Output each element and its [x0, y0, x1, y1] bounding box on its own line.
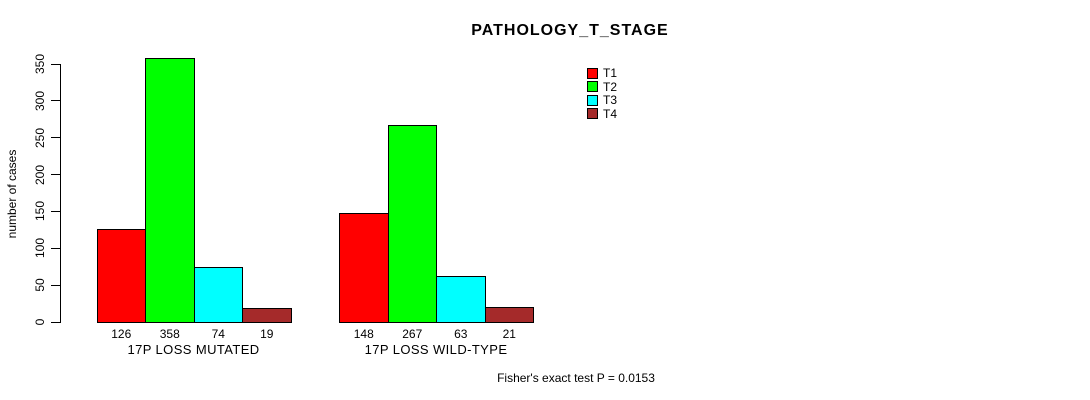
bar-value-label: 358 — [159, 327, 180, 341]
legend-item: T2 — [587, 81, 617, 93]
legend-swatch-icon — [587, 67, 598, 79]
legend: T1 T2 T3 T4 — [587, 67, 647, 123]
y-axis-label: number of cases — [5, 149, 19, 239]
bar-value-label: 267 — [402, 327, 423, 341]
legend-swatch-icon — [587, 108, 598, 119]
y-tick-label: 0 — [33, 318, 47, 326]
bar — [242, 307, 292, 323]
y-tick — [51, 63, 60, 65]
legend-label: T3 — [603, 93, 618, 107]
y-tick — [51, 174, 60, 176]
y-tick-label: 150 — [33, 201, 47, 222]
bar — [96, 229, 146, 323]
legend-label: T1 — [603, 66, 618, 80]
y-tick-label: 50 — [33, 278, 47, 292]
legend-item: T1 — [587, 67, 617, 79]
legend-swatch-icon — [587, 94, 598, 106]
legend-item: T4 — [587, 108, 617, 120]
bar — [387, 125, 437, 323]
y-tick — [51, 100, 60, 102]
bar-value-label: 19 — [260, 327, 274, 341]
chart-title: PATHOLOGY_T_STAGE — [471, 22, 669, 39]
y-tick-label: 250 — [33, 127, 47, 148]
bar — [484, 306, 534, 323]
legend-label: T2 — [603, 79, 618, 94]
fisher-test-footnote: Fisher's exact test P = 0.0153 — [497, 371, 655, 385]
bar-value-label: 21 — [502, 327, 516, 341]
bar-value-label: 63 — [454, 327, 468, 341]
bar-value-label: 148 — [353, 327, 374, 341]
y-axis-line — [60, 64, 61, 323]
y-tick-label: 350 — [33, 53, 47, 75]
y-tick — [51, 321, 60, 323]
legend-label: T4 — [603, 106, 618, 121]
bar-value-label: 126 — [111, 327, 132, 341]
bar — [436, 275, 486, 323]
bar — [339, 212, 389, 323]
y-tick-label: 100 — [33, 238, 47, 259]
y-tick — [51, 247, 60, 249]
legend-item: T3 — [587, 94, 617, 106]
y-tick-label: 200 — [33, 164, 47, 185]
legend-swatch-icon — [587, 81, 598, 92]
y-tick — [51, 210, 60, 212]
group-label: 17P LOSS WILD-TYPE — [364, 342, 508, 357]
y-tick — [51, 137, 60, 139]
bar — [193, 267, 243, 323]
y-tick — [51, 284, 60, 286]
bar-value-label: 74 — [211, 327, 225, 341]
y-tick-label: 300 — [33, 90, 47, 111]
bar — [145, 58, 195, 323]
group-label: 17P LOSS MUTATED — [127, 342, 260, 357]
